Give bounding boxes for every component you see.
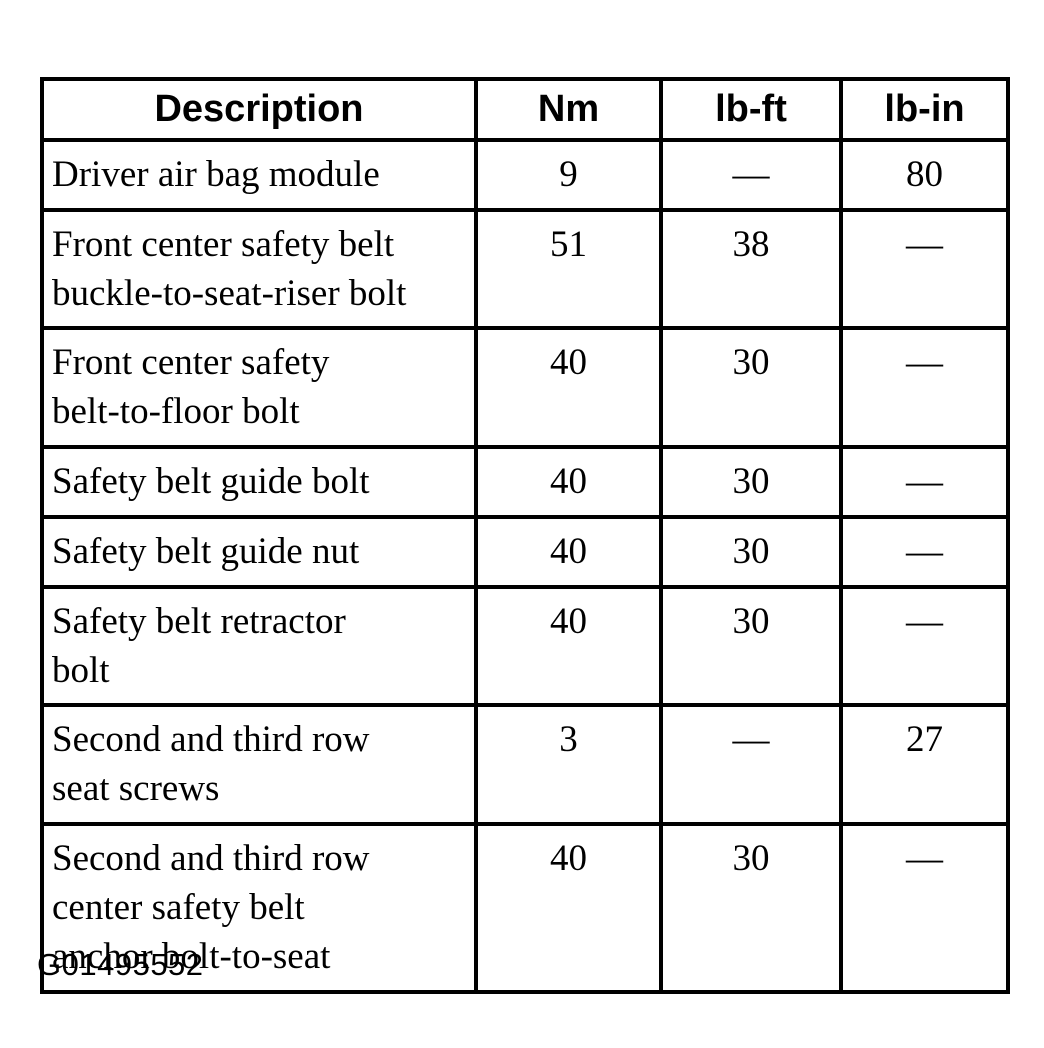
cell-lb-in: — — [839, 445, 1010, 519]
cell-nm: 40 — [474, 822, 663, 994]
cell-description: Front center safety belt buckle-to-seat-… — [40, 207, 478, 331]
cell-lb-ft: 38 — [659, 207, 843, 331]
cell-description: Safety belt retractor bolt — [40, 584, 478, 708]
cell-lb-ft: 30 — [659, 514, 843, 589]
table-row: Safety belt retractor bolt 40 30 — — [40, 584, 1010, 708]
table-row: Safety belt guide bolt 40 30 — — [40, 445, 1010, 519]
table-row: Second and third row center safety belt … — [40, 822, 1010, 994]
cell-lb-ft: 30 — [659, 584, 843, 708]
figure-code-caption: G01495552 — [37, 947, 204, 982]
cell-nm: 3 — [474, 703, 663, 827]
cell-description: Second and third row center safety belt … — [40, 822, 478, 994]
cell-description: Front center safety belt-to-floor bolt — [40, 326, 478, 450]
cell-lb-ft: — — [659, 138, 843, 212]
cell-lb-in: — — [839, 822, 1010, 994]
cell-lb-in: — — [839, 514, 1010, 589]
cell-nm: 51 — [474, 207, 663, 331]
cell-lb-in: — — [839, 207, 1010, 331]
cell-lb-ft: — — [659, 703, 843, 827]
cell-description: Driver air bag module — [40, 138, 478, 212]
table-row: Safety belt guide nut 40 30 — — [40, 514, 1010, 589]
cell-nm: 40 — [474, 584, 663, 708]
cell-lb-in: — — [839, 326, 1010, 450]
cell-lb-ft: 30 — [659, 822, 843, 994]
table-row: Driver air bag module 9 — 80 — [40, 138, 1010, 212]
table-row: Front center safety belt buckle-to-seat-… — [40, 207, 1010, 331]
cell-nm: 9 — [474, 138, 663, 212]
column-header-description: Description — [40, 77, 478, 142]
cell-description: Safety belt guide nut — [40, 514, 478, 589]
table-row: Front center safety belt-to-floor bolt 4… — [40, 326, 1010, 450]
cell-nm: 40 — [474, 326, 663, 450]
cell-lb-ft: 30 — [659, 445, 843, 519]
cell-description: Safety belt guide bolt — [40, 445, 478, 519]
table-header-row: Description Nm lb-ft lb-in — [40, 77, 1010, 142]
cell-lb-in: 27 — [839, 703, 1010, 827]
column-header-lb-ft: lb-ft — [659, 77, 843, 142]
table-row: Second and third row seat screws 3 — 27 — [40, 703, 1010, 827]
cell-nm: 40 — [474, 445, 663, 519]
column-header-lb-in: lb-in — [839, 77, 1010, 142]
cell-lb-in: 80 — [839, 138, 1010, 212]
column-header-nm: Nm — [474, 77, 663, 142]
torque-spec-table: Description Nm lb-ft lb-in Driver air ba… — [40, 77, 1010, 994]
cell-lb-ft: 30 — [659, 326, 843, 450]
cell-nm: 40 — [474, 514, 663, 589]
cell-lb-in: — — [839, 584, 1010, 708]
cell-description: Second and third row seat screws — [40, 703, 478, 827]
